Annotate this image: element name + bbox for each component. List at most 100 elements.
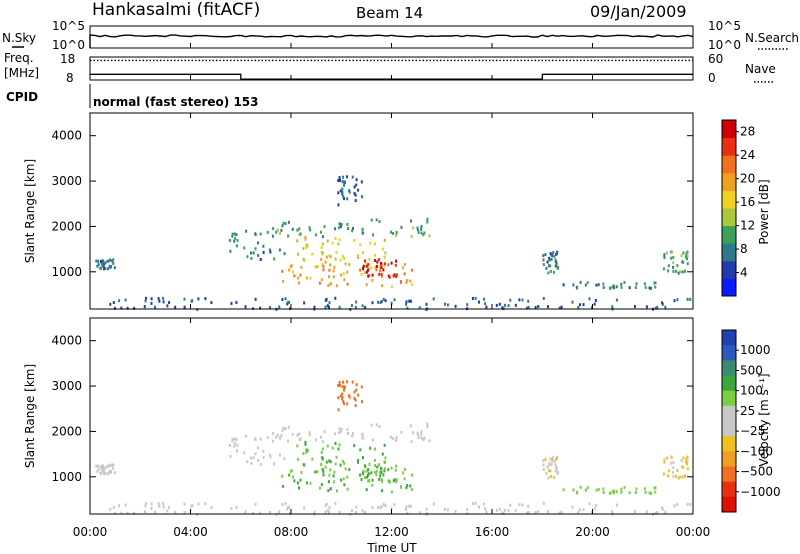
power-colorbar-tick-label: 28 xyxy=(740,125,755,139)
velocity-cell xyxy=(501,511,504,515)
velocity-cell xyxy=(425,507,428,511)
power-cell xyxy=(338,222,341,226)
power-cell xyxy=(321,235,324,239)
velocity-cell xyxy=(373,458,376,462)
power-cell xyxy=(403,272,406,276)
velocity-cell xyxy=(390,490,393,494)
power-cell xyxy=(109,302,112,306)
power-cell xyxy=(362,264,365,268)
power-cell xyxy=(620,285,623,289)
freq-label-line2: [MHz] xyxy=(4,66,39,80)
power-cell xyxy=(320,278,323,282)
velocity-cell xyxy=(370,423,373,427)
power-colorbar-tick-label: 24 xyxy=(740,148,755,162)
velocity-cell xyxy=(321,456,324,460)
velocity-cell xyxy=(509,503,512,507)
velocity-cell xyxy=(308,431,311,435)
velocity-cell xyxy=(588,502,591,506)
power-cell xyxy=(343,183,346,187)
power-cell xyxy=(572,283,575,287)
power-cell xyxy=(689,297,692,301)
power-cell xyxy=(342,175,345,179)
power-cell xyxy=(335,284,338,288)
power-cell xyxy=(298,227,301,231)
power-cell xyxy=(553,255,556,259)
velocity-cell xyxy=(634,491,637,494)
velocity-cell xyxy=(369,446,372,450)
power-colorbar-tick-label: 8 xyxy=(740,242,748,256)
power-cell xyxy=(236,244,238,248)
power-cell xyxy=(654,285,657,289)
velocity-cell xyxy=(351,509,353,512)
x-tick-label: 20:00 xyxy=(575,525,610,539)
velocity-cell xyxy=(287,439,290,443)
power-cell xyxy=(102,263,105,267)
velocity-cell xyxy=(521,503,524,507)
power-cell xyxy=(318,281,321,285)
velocity-cell xyxy=(337,396,340,400)
power-cell xyxy=(342,195,345,199)
power-cell xyxy=(293,274,296,278)
power-cell xyxy=(162,300,165,304)
power-cell xyxy=(329,263,332,267)
power-cell xyxy=(324,298,327,302)
velocity-cell xyxy=(288,473,291,477)
power-cell xyxy=(663,255,666,259)
power-cell xyxy=(575,285,578,289)
power-cell xyxy=(371,301,374,305)
velocity-cell xyxy=(335,455,338,459)
velocity-cell xyxy=(410,488,413,492)
velocity-cell xyxy=(623,485,626,489)
velocity-colorbar-segment xyxy=(722,405,736,422)
power-cell xyxy=(370,218,373,222)
power-ytick-label: 4000 xyxy=(51,129,82,143)
velocity-colorbar-segment xyxy=(722,375,736,392)
velocity-cell xyxy=(628,491,631,495)
power-cell xyxy=(394,263,397,267)
power-colorbar-tick-label: 12 xyxy=(740,219,755,233)
power-cell xyxy=(495,303,498,307)
velocity-cell xyxy=(635,487,638,491)
velocity-cell xyxy=(405,507,408,511)
velocity-colorbar-segment xyxy=(722,360,736,376)
power-cell xyxy=(366,270,369,274)
velocity-cell xyxy=(296,444,299,448)
power-cell xyxy=(323,225,326,229)
power-cell xyxy=(334,227,336,231)
power-cell xyxy=(233,239,236,243)
power-cell xyxy=(326,304,329,308)
velocity-cell xyxy=(303,506,306,510)
power-cell xyxy=(409,219,412,223)
power-cell xyxy=(594,299,597,302)
velocity-cell xyxy=(395,478,398,482)
velocity-cell xyxy=(292,475,294,479)
velocity-cell xyxy=(403,477,406,481)
velocity-cell xyxy=(338,443,341,447)
velocity-cell xyxy=(328,480,330,484)
power-cell xyxy=(300,265,303,269)
velocity-cell xyxy=(379,506,382,509)
velocity-cell xyxy=(229,454,232,458)
velocity-cell xyxy=(112,506,115,509)
power-cell xyxy=(231,232,234,236)
nave-axis-bottom: 0 xyxy=(708,71,716,85)
power-cell xyxy=(381,247,384,251)
power-cell xyxy=(276,228,279,232)
x-tick-label: 00:00 xyxy=(73,525,108,539)
velocity-cell xyxy=(611,510,614,514)
velocity-cell xyxy=(555,467,558,471)
power-cell xyxy=(304,235,307,239)
velocity-cell xyxy=(102,466,105,470)
velocity-cell xyxy=(504,508,506,512)
power-cell xyxy=(582,303,585,307)
nsearch-axis-bottom: 10^0 xyxy=(708,38,741,52)
velocity-cell xyxy=(324,503,327,507)
velocity-cell xyxy=(446,508,449,512)
velocity-cell xyxy=(495,508,498,512)
power-cell xyxy=(673,299,676,303)
power-cell xyxy=(338,305,341,309)
power-cell xyxy=(686,250,689,254)
power-colorbar-segment xyxy=(722,155,736,174)
power-cell xyxy=(365,264,368,268)
velocity-cell xyxy=(634,510,636,513)
